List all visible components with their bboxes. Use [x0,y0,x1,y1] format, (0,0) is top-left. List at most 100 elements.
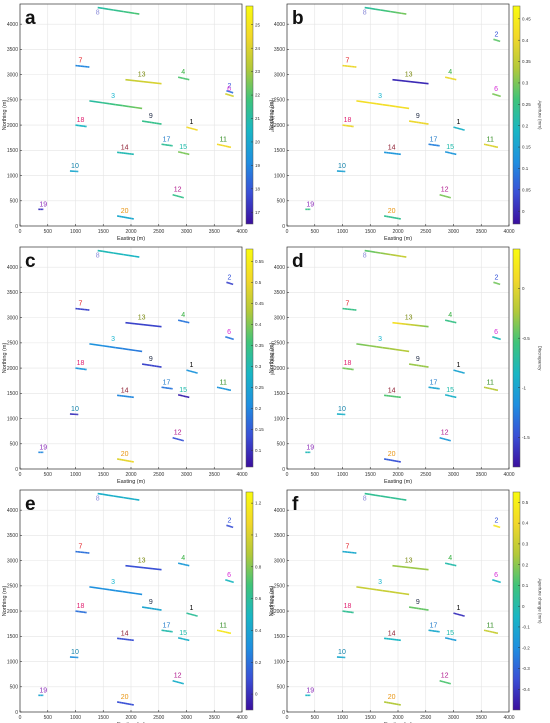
fracture-segment-8 [118,496,124,499]
colorbar-tick-label: 0.25 [255,385,264,390]
colorbar: 0 0.2 0.4 0.6 0.8 1 1.2 Aperture (mm) [245,491,276,711]
fracture-segment-13 [143,566,149,569]
fracture-label: 19 [39,444,47,451]
colorbar-tick-label: 0.4 [522,38,529,43]
fracture-segment-3 [402,106,410,110]
fracture-segment-8 [390,253,397,257]
fracture-label: 18 [344,360,352,367]
x-tick-label: 0 [19,715,22,721]
fracture-label: 20 [388,694,396,701]
fracture-label: 10 [338,649,346,656]
fracture-label: 3 [378,579,382,586]
colorbar-tick-label: 17 [255,210,261,215]
fracture-segment-8 [364,249,371,253]
fracture-label: 9 [149,356,153,363]
fracture-label: 20 [121,208,129,215]
fracture-label: 19 [39,687,47,694]
y-tick-label: 3500 [7,290,18,296]
fracture-segment-8 [97,492,104,496]
fracture-label: 1 [457,605,461,612]
fracture-label: 12 [174,430,182,437]
fracture-label: 15 [446,144,454,151]
y-tick-label: 2000 [274,609,285,615]
fracture-segment-13 [156,568,162,571]
fracture-segment-3 [395,591,403,595]
fracture-label: 7 [79,544,83,551]
fracture-label: 1 [190,362,194,369]
fracture-label: 11 [487,379,494,386]
x-tick-label: 2000 [125,472,136,478]
y-tick-label: 2500 [274,341,285,347]
segments: 8 2 7 13 4 3 6 18 9 1 17 15 11 14 10 12 19 20 [305,6,501,220]
segments: 8 2 7 13 4 3 6 18 9 1 17 15 11 14 10 12 19 20 [38,492,234,706]
y-tick-label: 4000 [7,265,18,271]
x-tick-label: 3500 [209,229,220,235]
fracture-segment-8 [385,10,391,13]
fracture-segment-13 [392,321,398,324]
fracture-label: 9 [416,113,420,120]
fracture-label: 1 [190,605,194,612]
x-tick-label: 500 [311,715,320,721]
fracture-segment-8 [369,7,376,10]
y-tick-label: 2000 [274,366,285,372]
colorbar-tick-label: -1 [522,385,526,390]
y-tick-label: 1000 [274,416,285,422]
fracture-segment-8 [374,8,381,11]
colorbar-tick-label: 0.4 [255,322,262,327]
fracture-segment-13 [152,81,158,85]
x-tick-label: 3000 [448,715,459,721]
x-tick-label: 3000 [448,472,459,478]
tick-labels: 0 500 1000 1500 2000 2500 3000 3500 4000 0 500 1000… [274,22,515,235]
panel-e: 0 500 1000 1500 2000 2500 3000 3500 400005001000… [2,489,276,723]
fracture-segment-8 [107,8,114,11]
fracture-segment-8 [123,10,130,14]
fracture-label: 14 [388,387,396,394]
fracture-segment-8 [374,494,381,497]
colorbar-tick-label: 0.4 [255,628,262,633]
colorbar-bar [245,248,254,468]
fracture-segment-8 [123,253,130,257]
y-tick-label: 3000 [7,315,18,321]
x-tick-label: 3000 [181,715,192,721]
y-tick-label: 3500 [274,47,285,53]
colorbar-tick-label: 24 [255,46,261,51]
fracture-segment-8 [364,6,371,10]
fracture-segment-13 [405,323,411,326]
x-tick-label: 1500 [98,229,109,235]
fracture-label: 3 [111,336,115,343]
colorbar-bar [512,491,521,711]
fracture-label: 4 [448,555,452,562]
fracture-segment-3 [128,591,136,595]
x-tick-label: 4000 [503,472,514,478]
fracture-segment-8 [369,250,376,253]
fracture-segment-3 [382,589,390,593]
fracture-segment-13 [410,566,416,569]
fracture-segment-3 [128,348,136,352]
fracture-segment-3 [89,100,97,103]
fracture-label: 1 [457,362,461,369]
y-tick-label: 0 [15,224,18,230]
panel-letter: b [292,8,304,29]
fracture-label: 2 [228,517,232,524]
fracture-label: 6 [494,86,498,93]
panel-letter: d [292,251,304,272]
fracture-label: 15 [446,387,454,394]
fracture-segment-13 [401,322,407,325]
fracture-segment-3 [376,345,383,349]
fracture-segment-13 [396,322,402,325]
fracture-segment-8 [128,254,135,258]
x-tick-label: 1000 [70,715,81,721]
fracture-label: 2 [495,31,499,38]
colorbar-label: Fracture Number [271,98,276,133]
x-tick-label: 1500 [98,715,109,721]
fracture-label: 15 [179,630,187,637]
fracture-label: 8 [363,253,367,260]
fracture-label: 4 [181,312,185,319]
colorbar-tick-label: 0.5 [255,280,262,285]
fracture-segment-8 [133,498,140,501]
fracture-label: 14 [121,144,129,151]
fracture-segment-8 [133,12,140,15]
fracture-segment-13 [396,565,402,568]
fracture-segment-3 [389,590,397,594]
